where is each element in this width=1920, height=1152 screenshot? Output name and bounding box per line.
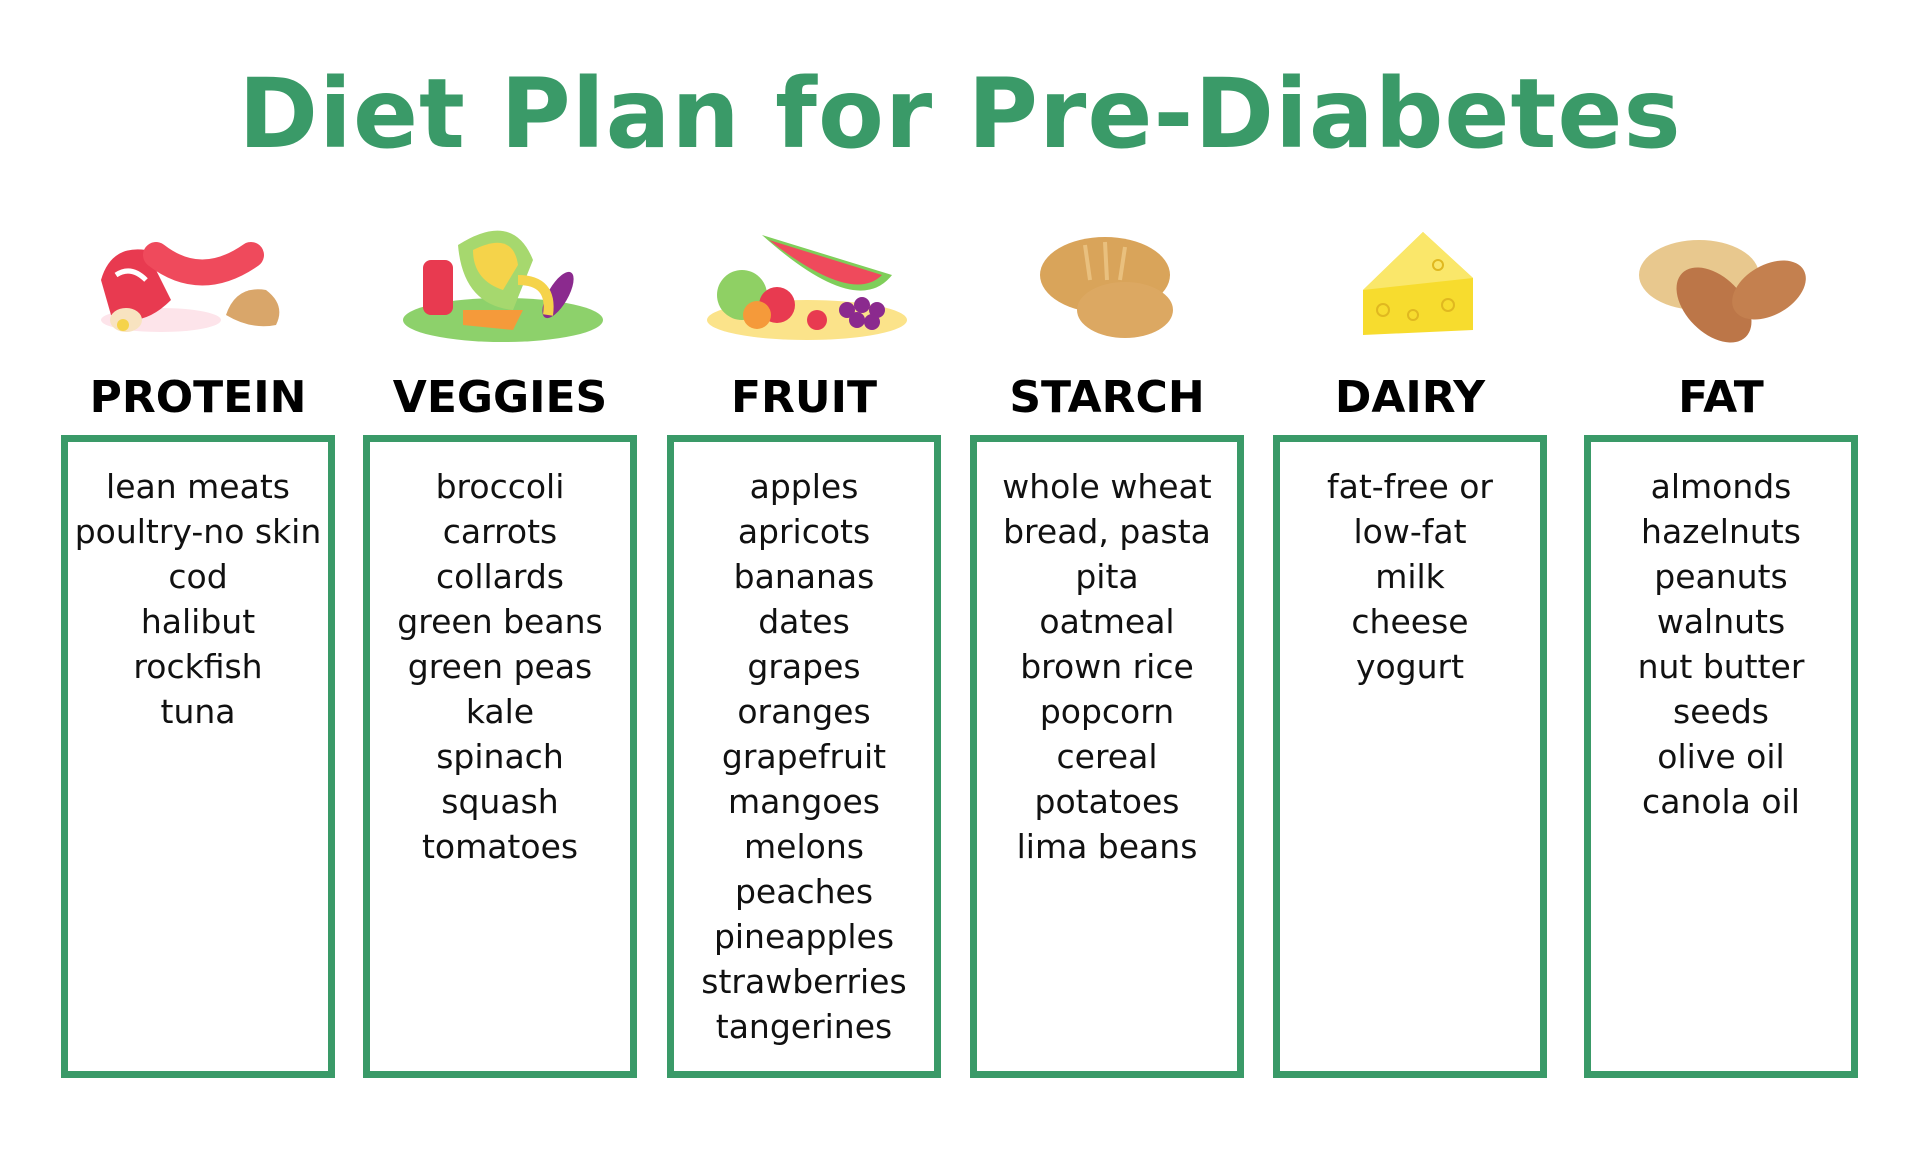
- food-item: poultry-no skin: [74, 512, 322, 551]
- category-heading: DAIRY: [1334, 372, 1486, 423]
- food-item: almonds: [1650, 467, 1792, 506]
- food-item: peaches: [734, 872, 874, 911]
- food-item: olive oil: [1657, 737, 1785, 776]
- food-list: lean meats poultry-no skin cod halibut rockf…: [68, 442, 328, 734]
- meat-icon: [61, 220, 335, 350]
- food-item: milk: [1375, 557, 1445, 596]
- food-item: pita: [1075, 557, 1139, 596]
- food-item: cheese: [1351, 602, 1469, 641]
- food-item: rockfish: [133, 647, 263, 686]
- food-list: almonds hazelnuts peanuts walnuts nut butter…: [1591, 442, 1851, 824]
- category-heading: VEGGIES: [392, 372, 608, 423]
- food-item: carrots: [442, 512, 558, 551]
- food-item: melons: [744, 827, 864, 866]
- category-heading: PROTEIN: [89, 372, 307, 423]
- food-item: lean meats: [106, 467, 290, 506]
- food-item: green peas: [407, 647, 593, 686]
- food-list: apples apricots bananas dates grapes oranges g…: [674, 442, 934, 1049]
- category-heading: FRUIT: [730, 372, 878, 423]
- food-item: walnuts: [1656, 602, 1786, 641]
- food-item: pineapples: [713, 917, 895, 956]
- food-item: bread, pasta: [1003, 512, 1211, 551]
- food-item: seeds: [1673, 692, 1769, 731]
- category-box: apples apricots bananas dates grapes oranges g…: [667, 435, 941, 1078]
- category-box: fat-free or low-fat milk cheese yogurt: [1273, 435, 1547, 1078]
- food-item: potatoes: [1034, 782, 1180, 821]
- food-item: strawberries: [701, 962, 907, 1001]
- food-item: oranges: [737, 692, 871, 731]
- food-item: hazelnuts: [1641, 512, 1801, 551]
- food-item: dates: [758, 602, 850, 641]
- food-item: squash: [441, 782, 559, 821]
- food-item: oatmeal: [1039, 602, 1175, 641]
- food-item: grapes: [747, 647, 861, 686]
- food-item: spinach: [436, 737, 564, 776]
- food-item: cod: [168, 557, 228, 596]
- food-item: yogurt: [1355, 647, 1465, 686]
- category-box: almonds hazelnuts peanuts walnuts nut butter…: [1584, 435, 1858, 1078]
- category-box: broccoli carrots collards green beans green …: [363, 435, 637, 1078]
- food-item: apricots: [737, 512, 871, 551]
- category-box: whole wheat bread, pasta pita oatmeal brown …: [970, 435, 1244, 1078]
- food-item: fat-free or: [1327, 467, 1493, 506]
- food-item: collards: [435, 557, 565, 596]
- food-item: canola oil: [1642, 782, 1800, 821]
- food-item: nut butter: [1637, 647, 1805, 686]
- food-item: popcorn: [1039, 692, 1175, 731]
- food-item: apples: [749, 467, 859, 506]
- food-item: lima beans: [1016, 827, 1198, 866]
- food-item: mangoes: [728, 782, 880, 821]
- food-list: fat-free or low-fat milk cheese yogurt: [1280, 442, 1540, 689]
- food-item: tangerines: [715, 1007, 893, 1046]
- food-item: whole wheat: [1002, 467, 1212, 506]
- food-item: grapefruit: [721, 737, 887, 776]
- food-item: broccoli: [435, 467, 565, 506]
- food-item: tomatoes: [421, 827, 579, 866]
- fruit-icon: [667, 220, 941, 350]
- food-item: kale: [465, 692, 535, 731]
- nuts-icon: [1584, 220, 1858, 350]
- food-item: peanuts: [1654, 557, 1788, 596]
- bread-icon: [970, 220, 1244, 350]
- category-heading: STARCH: [1009, 372, 1205, 423]
- food-item: low-fat: [1353, 512, 1467, 551]
- food-list: broccoli carrots collards green beans green …: [370, 442, 630, 869]
- food-item: tuna: [160, 692, 236, 731]
- food-item: brown rice: [1020, 647, 1194, 686]
- food-item: cereal: [1056, 737, 1158, 776]
- vegetables-icon: [363, 220, 637, 350]
- page-title: Diet Plan for Pre-Diabetes: [238, 58, 1682, 170]
- cheese-icon: [1273, 220, 1547, 350]
- category-heading: FAT: [1678, 372, 1764, 423]
- food-item: halibut: [140, 602, 256, 641]
- category-box: lean meats poultry-no skin cod halibut rockf…: [61, 435, 335, 1078]
- food-list: whole wheat bread, pasta pita oatmeal brown …: [977, 442, 1237, 869]
- food-item: bananas: [733, 557, 875, 596]
- food-item: green beans: [397, 602, 603, 641]
